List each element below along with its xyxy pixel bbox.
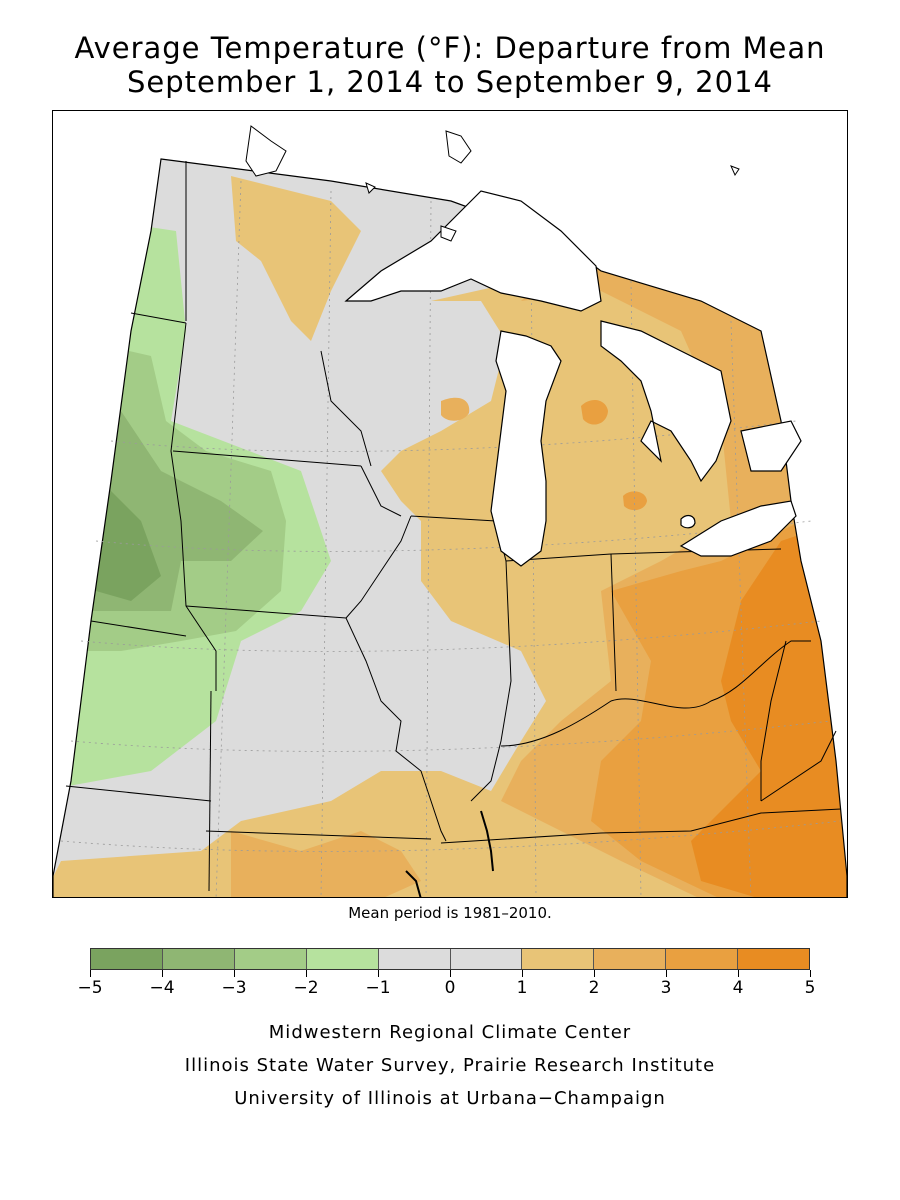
map-svg	[53, 125, 847, 897]
great-lakes	[344, 190, 802, 567]
legend-tick-9	[738, 970, 739, 977]
map-title: Average Temperature (°F): Departure from…	[74, 31, 826, 65]
lake-st-clair	[680, 514, 696, 529]
legend-tick-label-2: −3	[221, 978, 247, 998]
legend-tick-0	[90, 970, 91, 977]
lake-huron	[600, 320, 732, 483]
legend-tick-1	[162, 970, 163, 977]
map-frame	[52, 110, 848, 898]
zone-plus2-to-plus3-spot	[441, 397, 470, 421]
legend-tick-label-1: −4	[149, 978, 175, 998]
legend-tick-8	[666, 970, 667, 977]
legend-tick-label-4: −1	[365, 978, 391, 998]
legend-ticks	[90, 970, 811, 978]
legend-tick-label-3: −2	[293, 978, 319, 998]
legend-tick-label-10: 5	[804, 978, 816, 998]
legend-tick-2	[234, 970, 235, 977]
legend-swatch-0	[91, 949, 163, 969]
credit-uiuc: University of Illinois at Urbana−Champai…	[234, 1088, 666, 1109]
legend-tick-label-9: 4	[732, 978, 744, 998]
legend-tick-10	[810, 970, 811, 977]
credit-mrcc: Midwestern Regional Climate Center	[268, 1022, 632, 1043]
legend-swatch-9	[738, 949, 810, 969]
legend-swatch-5	[450, 949, 523, 969]
legend-tick-label-7: 2	[588, 978, 600, 998]
legend-swatch-2	[234, 949, 307, 969]
mean-period-note: Mean period is 1981–2010.	[348, 904, 552, 922]
lake-erie	[679, 500, 797, 557]
legend-tick-4	[378, 970, 379, 977]
lake-ontario-edge	[740, 420, 802, 472]
legend-tick-label-0: −5	[77, 978, 103, 998]
legend-tick-5	[450, 970, 451, 977]
graticule	[60, 180, 842, 897]
map-subtitle-date-range: September 1, 2014 to September 9, 2014	[127, 65, 773, 99]
state-borders	[65, 161, 842, 892]
legend-swatch-1	[162, 949, 235, 969]
zone-plus3-to-plus4-spot1	[581, 399, 608, 425]
legend-tick-6	[522, 970, 523, 977]
rivers	[405, 810, 494, 897]
legend-swatch-4	[378, 949, 451, 969]
lake-michigan	[490, 330, 562, 567]
legend-swatch-6	[522, 949, 595, 969]
color-legend	[90, 948, 810, 970]
zone-plus1-to-plus2	[231, 176, 361, 341]
legend-tick-7	[594, 970, 595, 977]
lake-superior	[344, 190, 602, 312]
legend-swatch-7	[594, 949, 667, 969]
legend-swatch-3	[306, 949, 379, 969]
canada-islands	[245, 125, 740, 242]
credit-isws: Illinois State Water Survey, Prairie Res…	[184, 1055, 716, 1076]
legend-tick-label-8: 3	[660, 978, 672, 998]
legend-tick-label-5: 0	[444, 978, 456, 998]
legend-tick-3	[306, 970, 307, 977]
legend-tick-label-6: 1	[516, 978, 528, 998]
zone-plus3-to-plus4-spot2	[623, 491, 647, 511]
zone-plus2-to-plus3-south	[231, 831, 421, 897]
legend-swatch-8	[666, 949, 739, 969]
